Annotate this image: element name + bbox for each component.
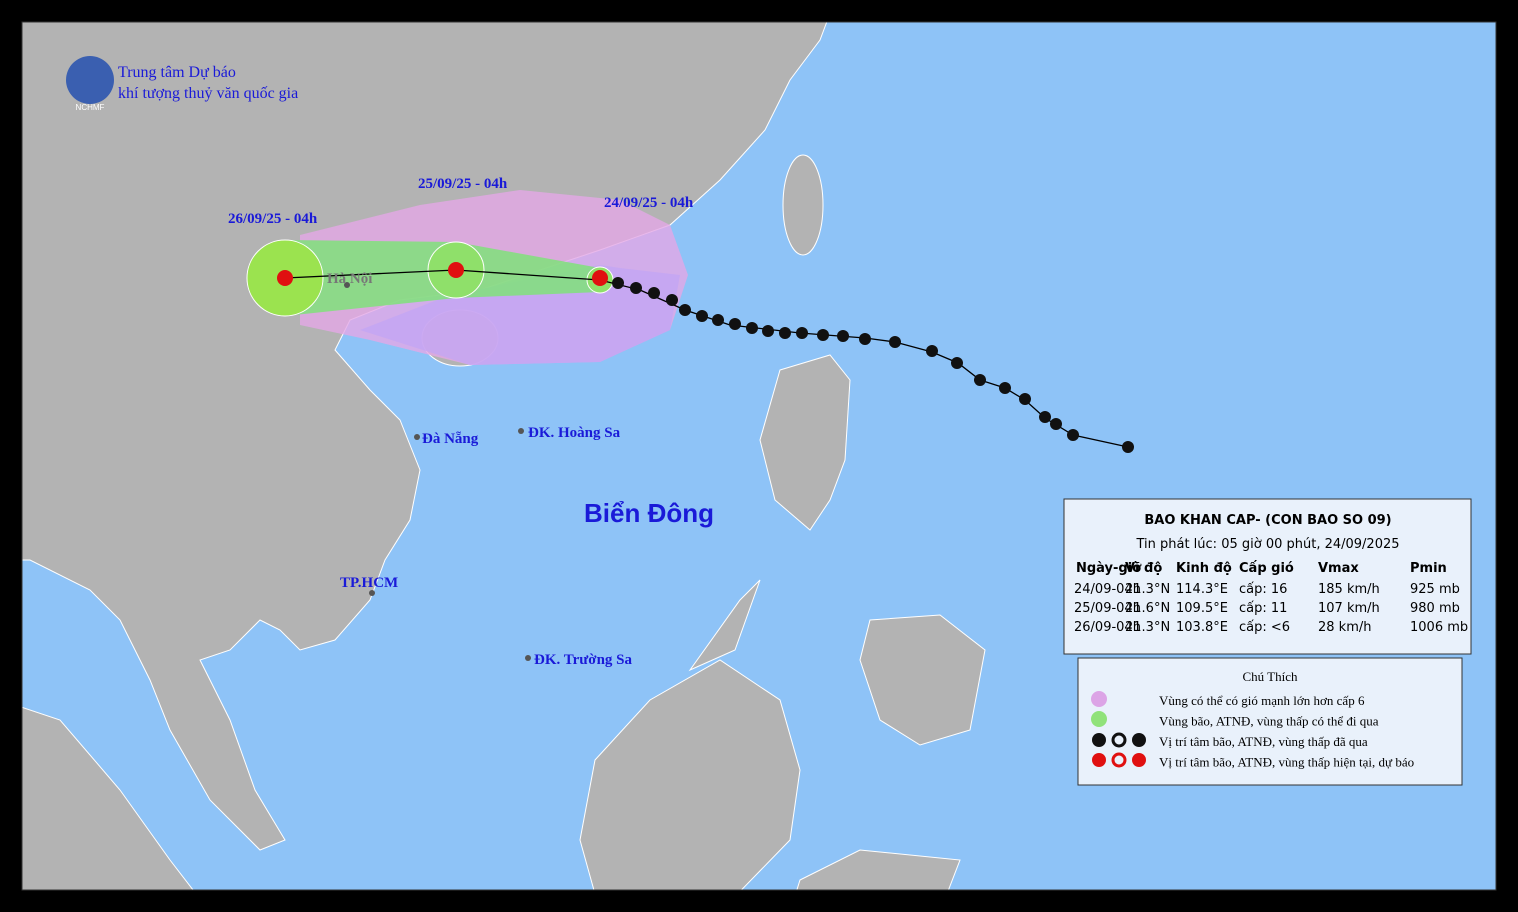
lat-label: 5N (1497, 762, 1511, 774)
current-storm (592, 270, 608, 286)
table-header: Ngày-giờ (1076, 561, 1142, 576)
lat-label: 15N (1497, 464, 1517, 476)
table-cell: 26/09-04h (1074, 620, 1141, 635)
city-dot (518, 428, 524, 434)
lat-label: 5N (6, 762, 20, 774)
lon-label: 130E (1060, 899, 1086, 911)
table-cell: cấp: 16 (1239, 582, 1287, 597)
lat-label: 15N (0, 464, 20, 476)
lon-label: 120E (760, 4, 786, 16)
table-cell: 109.5°E (1176, 601, 1228, 616)
city-dot (344, 282, 350, 288)
table-cell: 21.3°N (1125, 582, 1170, 597)
table-cell: cấp: 11 (1239, 601, 1287, 616)
info-subtitle: Tin phát lúc: 05 giờ 00 phút, 24/09/2025 (1135, 537, 1399, 552)
legend-icons (1092, 732, 1146, 768)
lon-label: 135E (1210, 4, 1236, 16)
info-title: BAO KHAN CAP- (CON BAO SO 09) (1144, 513, 1391, 528)
table-cell: 1006 mb (1410, 620, 1468, 635)
logo-text: NCHMF (76, 103, 105, 112)
forecast-label: 26/09/25 - 04h (228, 211, 318, 227)
lon-label: 120E (760, 899, 786, 911)
table-cell: 103.8°E (1176, 620, 1228, 635)
map-border (21, 21, 1497, 891)
table-cell: 114.3°E (1176, 582, 1228, 597)
place: Đà Nẵng (422, 431, 479, 447)
lon-label: 110E (461, 4, 486, 16)
city-dot (369, 590, 375, 596)
legend-title: Chú Thích (1242, 669, 1298, 684)
table-header: Vmax (1318, 561, 1359, 576)
table-cell: cấp: <6 (1239, 620, 1290, 635)
lon-label: 125E (910, 899, 936, 911)
lon-label: 115E (611, 899, 636, 911)
lon-label: 140E (1360, 4, 1386, 16)
lat-label: 25N (0, 165, 20, 177)
legend-swatch (1091, 691, 1107, 707)
sea-name: Biển Đông (584, 498, 714, 528)
city-dot (414, 434, 420, 440)
lon-label: 115E (611, 4, 636, 16)
city-dot (525, 655, 531, 661)
legend-item: Vùng có thể có gió mạnh lớn hơn cấp 6 (1159, 693, 1365, 708)
org-name: Trung tâm Dự báo (118, 64, 236, 81)
lon-label: 125E (910, 4, 936, 16)
table-cell: 28 km/h (1318, 620, 1372, 635)
place: ĐK. Hoàng Sa (528, 425, 621, 441)
table-cell: 24/09-04h (1074, 582, 1141, 597)
place: Hà Nội (327, 271, 372, 287)
forecast-storm (448, 262, 464, 278)
table-header: Cấp gió (1239, 561, 1294, 576)
lon-label: 100E (160, 4, 186, 16)
lat-label: 25N (1497, 165, 1517, 177)
lon-label: 105E (310, 4, 336, 16)
table-cell: 21.3°N (1125, 620, 1170, 635)
logo (66, 56, 114, 104)
table-cell: 25/09-04h (1074, 601, 1141, 616)
lat-label: 10N (0, 613, 20, 625)
table-cell: 925 mb (1410, 582, 1460, 597)
lon-label: 105E (310, 899, 336, 911)
forecast-label: 25/09/25 - 04h (418, 176, 508, 192)
lon-label: 130E (1060, 4, 1086, 16)
legend-item: Vị trí tâm bão, ATNĐ, vùng thấp đã qua (1159, 734, 1368, 749)
place: TP.HCM (340, 575, 398, 591)
lon-label: 100E (160, 899, 186, 911)
lon-label: 140E (1360, 899, 1386, 911)
lon-label: 110E (461, 899, 486, 911)
forecast-low (277, 270, 293, 286)
place: ĐK. Trường Sa (534, 652, 633, 668)
table-cell: 980 mb (1410, 601, 1460, 616)
past-positions (612, 277, 1134, 453)
org-name: khí tượng thuỷ văn quốc gia (118, 85, 298, 102)
legend-item: Vùng bão, ATNĐ, vùng thấp có thể đi qua (1159, 714, 1379, 729)
lat-label: 20N (0, 314, 20, 326)
legend-swatch (1091, 711, 1107, 727)
table-header: Kinh độ (1176, 561, 1232, 576)
legend-item: Vị trí tâm bão, ATNĐ, vùng thấp hiện tại… (1159, 755, 1414, 770)
table-header: Vĩ độ (1125, 561, 1162, 576)
lat-label: 10N (1497, 613, 1517, 625)
table-cell: 107 km/h (1318, 601, 1380, 616)
lat-label: 20N (1497, 314, 1517, 326)
table-cell: 185 km/h (1318, 582, 1380, 597)
table-cell: 21.6°N (1125, 601, 1170, 616)
forecast-label: 24/09/25 - 04h (604, 195, 694, 211)
lon-label: 135E (1210, 899, 1236, 911)
table-header: Pmin (1410, 561, 1447, 576)
info-box (1063, 498, 1472, 655)
